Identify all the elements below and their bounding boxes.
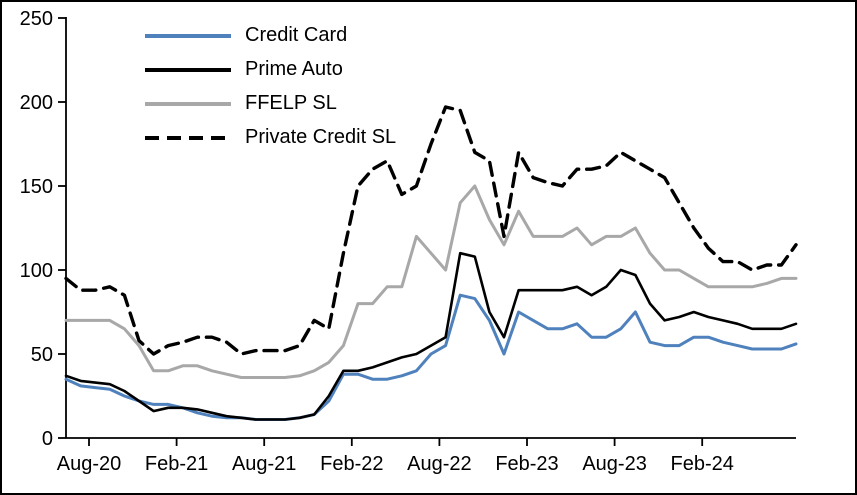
x-tick-label: Feb-23: [495, 453, 558, 475]
x-tick-label: Feb-24: [671, 453, 734, 475]
series-line-private-credit-sl: [64, 105, 798, 356]
x-tick-label: Feb-22: [320, 453, 383, 475]
legend-item-credit-card: Credit Card: [145, 24, 396, 47]
x-tick-label: Aug-20: [57, 453, 122, 475]
y-tick-label: 200: [20, 92, 53, 114]
x-tick-label: Feb-21: [145, 453, 208, 475]
legend-label-credit-card: Credit Card: [245, 24, 348, 46]
legend-line-ffelp-sl: [145, 101, 231, 106]
legend-line-prime-auto: [145, 67, 231, 72]
x-tick-label: Aug-23: [582, 453, 647, 475]
legend-label-ffelp-sl: FFELP SL: [245, 92, 337, 114]
x-tick-label: Aug-22: [407, 453, 472, 475]
series-line-ffelp-sl: [64, 184, 798, 379]
legend-line-private-credit-sl: [145, 135, 231, 140]
legend-label-private-credit-sl: Private Credit SL: [245, 126, 397, 148]
y-tick-label: 150: [20, 176, 53, 198]
y-tick-label: 50: [31, 344, 53, 366]
legend-label-prime-auto: Prime Auto: [245, 58, 343, 80]
y-tick-label: 100: [20, 260, 53, 282]
series-line-prime-auto: [64, 251, 798, 421]
legend-item-prime-auto: Prime Auto: [145, 58, 396, 81]
legend-item-private-credit-sl: Private Credit SL: [145, 126, 396, 149]
y-tick-label: 250: [20, 8, 53, 30]
x-tick-label: Aug-21: [232, 453, 297, 475]
legend-line-credit-card: [145, 33, 231, 38]
y-tick-label: 0: [42, 428, 53, 450]
legend: Credit Card Prime Auto FFELP SL Private Cre…: [145, 24, 396, 149]
legend-item-ffelp-sl: FFELP SL: [145, 92, 396, 115]
